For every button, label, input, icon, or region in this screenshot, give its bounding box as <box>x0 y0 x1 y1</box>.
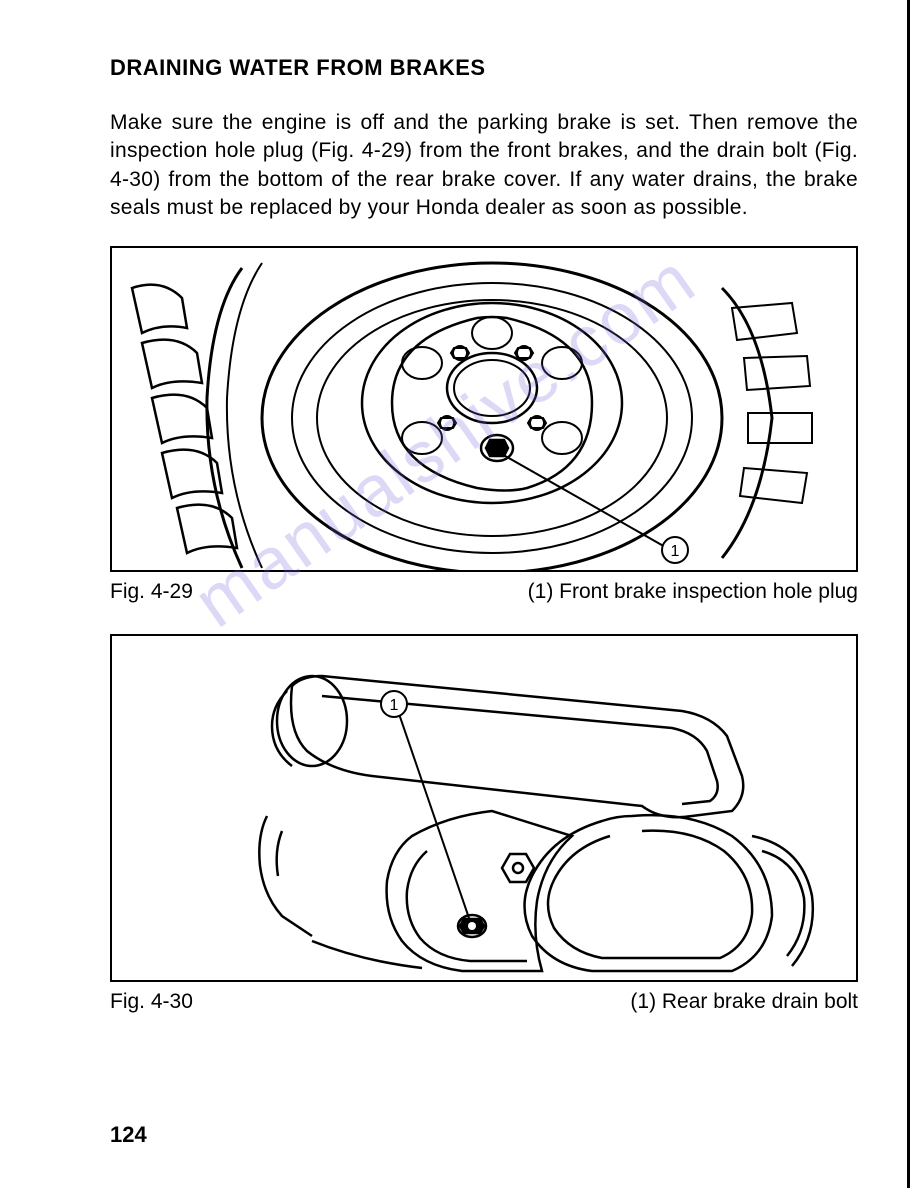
figure-2-diagram: 1 <box>112 636 856 982</box>
figure-1-box: 1 <box>110 246 858 572</box>
figure-1-diagram: 1 <box>112 248 856 572</box>
figure-2-box: 1 <box>110 634 858 982</box>
callout-number-2: 1 <box>390 697 399 714</box>
callout-number-1: 1 <box>671 543 680 560</box>
body-paragraph: Make sure the engine is off and the park… <box>110 109 858 222</box>
figure-1-caption: Fig. 4-29 (1) Front brake inspection hol… <box>110 580 858 604</box>
page-right-edge <box>907 0 910 1188</box>
section-heading: DRAINING WATER FROM BRAKES <box>110 55 858 81</box>
figure-2-label: Fig. 4-30 <box>110 990 193 1014</box>
page-number: 124 <box>110 1122 147 1148</box>
figure-1-label: Fig. 4-29 <box>110 580 193 604</box>
figure-2-caption: Fig. 4-30 (1) Rear brake drain bolt <box>110 990 858 1014</box>
figure-1-callout-text: (1) Front brake inspection hole plug <box>528 580 858 604</box>
figure-2-callout-text: (1) Rear brake drain bolt <box>630 990 858 1014</box>
